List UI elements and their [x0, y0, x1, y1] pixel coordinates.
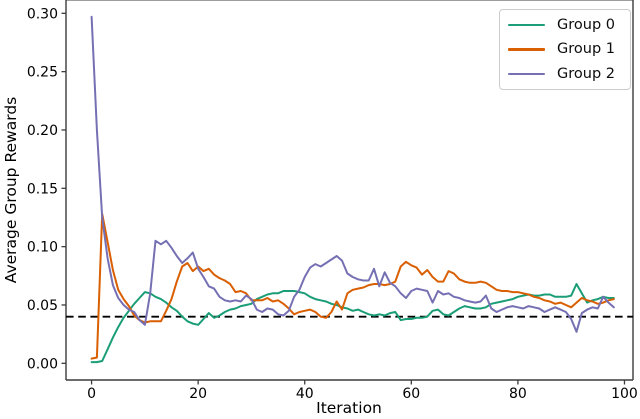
y-tick-label: 0.05 — [27, 298, 58, 314]
x-tick-label: 60 — [402, 386, 420, 402]
x-tick-label: 0 — [87, 386, 96, 402]
x-axis-label: Iteration — [316, 399, 382, 417]
legend-line-swatch-group-1 — [508, 48, 545, 51]
series-line-group-2 — [90, 15, 615, 333]
legend-line-swatch-group-0 — [508, 23, 545, 27]
legend-item: Group 0 — [500, 17, 630, 33]
y-tick-label: 0.25 — [27, 65, 58, 81]
series-line-group-0 — [90, 283, 615, 364]
legend-item-label: Group 0 — [557, 17, 615, 34]
x-tick-label: 80 — [509, 386, 527, 402]
legend-item: Group 1 — [500, 41, 630, 57]
series-line-group-1 — [90, 213, 615, 360]
legend-item: Group 2 — [500, 66, 630, 82]
legend-item-label: Group 2 — [557, 65, 615, 82]
x-tick-label: 20 — [189, 386, 207, 402]
y-tick-label: 0.20 — [27, 123, 58, 139]
legend-item-label: Group 1 — [557, 41, 615, 58]
y-tick-label: 0.15 — [27, 181, 58, 197]
y-tick-label: 0.00 — [27, 356, 58, 372]
y-axis-label: Average Group Rewards — [2, 96, 20, 284]
x-tick-label: 100 — [611, 386, 638, 402]
legend-line-swatch-group-2 — [508, 72, 545, 75]
y-tick-label: 0.10 — [27, 240, 58, 256]
y-tick-label: 0.30 — [27, 6, 58, 22]
x-tick-label: 40 — [296, 386, 314, 402]
legend: Group 0 Group 1 Group 2 — [499, 9, 631, 90]
